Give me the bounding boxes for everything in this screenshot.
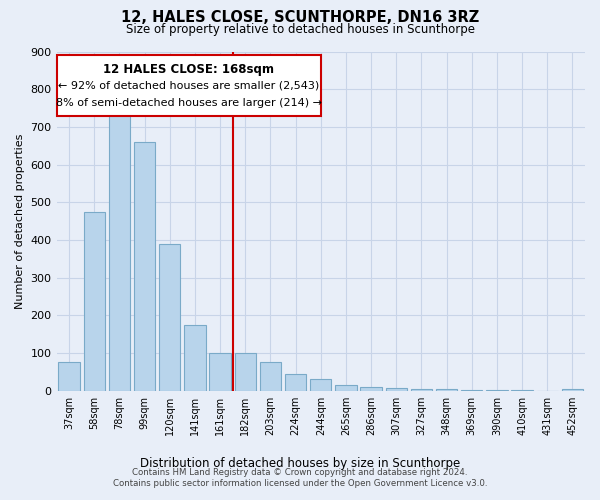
Text: Distribution of detached houses by size in Scunthorpe: Distribution of detached houses by size … [140,457,460,470]
Bar [335,385,356,391]
Bar [134,142,155,391]
Bar [209,353,231,391]
Bar [83,212,105,391]
Bar [260,362,281,391]
Bar [562,389,583,391]
Bar [235,353,256,391]
Bar [58,362,80,391]
Text: ← 92% of detached houses are smaller (2,543): ← 92% of detached houses are smaller (2,… [58,80,319,90]
Bar [159,244,181,391]
Bar [184,325,206,391]
Bar [411,389,432,391]
Text: 12, HALES CLOSE, SCUNTHORPE, DN16 3RZ: 12, HALES CLOSE, SCUNTHORPE, DN16 3RZ [121,10,479,25]
Bar [361,387,382,391]
Bar [461,390,482,391]
FancyBboxPatch shape [56,55,321,116]
Bar [486,390,508,391]
Bar [386,388,407,391]
Text: 12 HALES CLOSE: 168sqm: 12 HALES CLOSE: 168sqm [103,62,274,76]
Bar [109,112,130,391]
Text: Contains HM Land Registry data © Crown copyright and database right 2024.
Contai: Contains HM Land Registry data © Crown c… [113,468,487,487]
Text: 8% of semi-detached houses are larger (214) →: 8% of semi-detached houses are larger (2… [56,98,322,108]
Bar [436,390,457,391]
Y-axis label: Number of detached properties: Number of detached properties [15,134,25,309]
Bar [285,374,307,391]
Text: Size of property relative to detached houses in Scunthorpe: Size of property relative to detached ho… [125,22,475,36]
Bar [310,380,331,391]
